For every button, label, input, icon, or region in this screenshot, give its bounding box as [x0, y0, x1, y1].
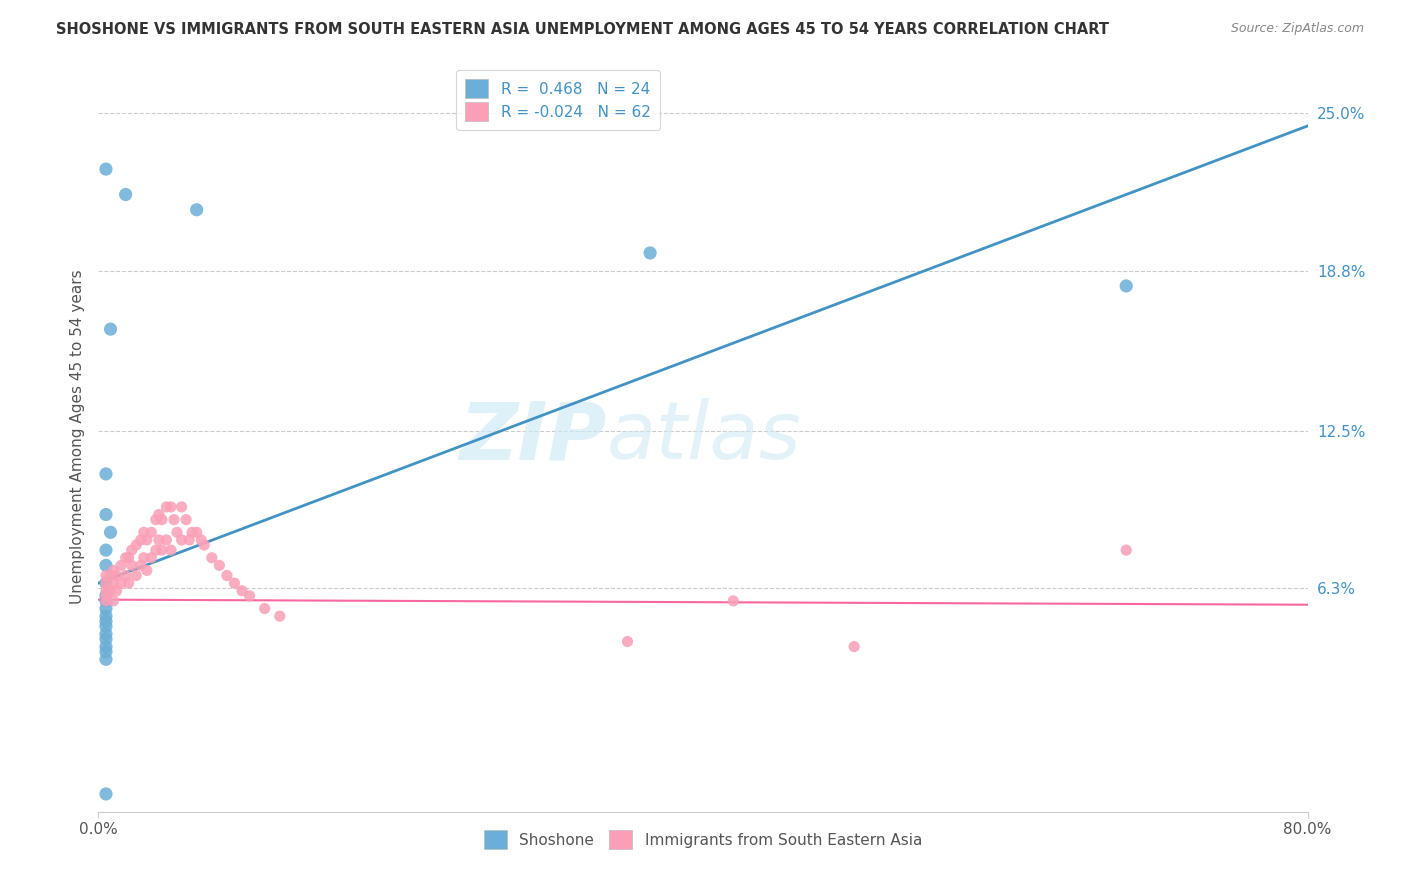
Point — [129, 533, 152, 547]
Point — [193, 538, 215, 552]
Point — [94, 467, 117, 481]
Point — [141, 550, 163, 565]
Point — [94, 601, 117, 615]
Point — [179, 533, 201, 547]
Text: SHOSHONE VS IMMIGRANTS FROM SOUTH EASTERN ASIA UNEMPLOYMENT AMONG AGES 45 TO 54 : SHOSHONE VS IMMIGRANTS FROM SOUTH EASTER… — [56, 22, 1109, 37]
Point — [125, 568, 148, 582]
Point — [148, 533, 170, 547]
Point — [94, 652, 117, 666]
Point — [94, 508, 117, 522]
Point — [94, 619, 117, 633]
Point — [100, 322, 122, 336]
Point — [150, 543, 173, 558]
Point — [100, 568, 122, 582]
Point — [100, 583, 122, 598]
Point — [94, 543, 117, 558]
Point — [174, 513, 197, 527]
Point — [170, 500, 193, 514]
Point — [170, 533, 193, 547]
Point — [94, 568, 117, 582]
Point — [186, 525, 208, 540]
Point — [94, 589, 117, 603]
Point — [160, 543, 183, 558]
Text: ZIP: ZIP — [458, 398, 606, 476]
Point — [155, 500, 177, 514]
Point — [231, 583, 253, 598]
Point — [121, 558, 143, 573]
Point — [145, 543, 167, 558]
Point — [114, 550, 136, 565]
Point — [135, 533, 157, 547]
Point — [145, 513, 167, 527]
Point — [94, 614, 117, 628]
Point — [110, 576, 132, 591]
Point — [125, 538, 148, 552]
Point — [110, 558, 132, 573]
Point — [105, 583, 128, 598]
Point — [94, 787, 117, 801]
Point — [114, 568, 136, 582]
Point — [155, 533, 177, 547]
Point — [616, 634, 638, 648]
Point — [94, 583, 117, 598]
Point — [94, 609, 117, 624]
Point — [94, 576, 117, 591]
Point — [190, 533, 212, 547]
Point — [114, 187, 136, 202]
Point — [141, 525, 163, 540]
Point — [723, 594, 745, 608]
Point — [201, 550, 224, 565]
Point — [132, 525, 155, 540]
Point — [118, 576, 141, 591]
Point — [269, 609, 291, 624]
Point — [160, 500, 183, 514]
Point — [208, 558, 231, 573]
Point — [94, 640, 117, 654]
Point — [181, 525, 204, 540]
Point — [1115, 279, 1137, 293]
Text: Source: ZipAtlas.com: Source: ZipAtlas.com — [1230, 22, 1364, 36]
Point — [215, 568, 238, 582]
Point — [100, 525, 122, 540]
Point — [148, 508, 170, 522]
Point — [1115, 543, 1137, 558]
Point — [121, 543, 143, 558]
Point — [94, 632, 117, 646]
Point — [135, 563, 157, 577]
Point — [103, 576, 125, 591]
Point — [132, 550, 155, 565]
Point — [186, 202, 208, 217]
Point — [94, 576, 117, 591]
Point — [150, 513, 173, 527]
Point — [94, 627, 117, 641]
Point — [105, 568, 128, 582]
Point — [638, 246, 661, 260]
Point — [163, 513, 186, 527]
Point — [253, 601, 276, 615]
Point — [94, 589, 117, 603]
Point — [94, 594, 117, 608]
Point — [224, 576, 246, 591]
Point — [94, 594, 117, 608]
Point — [166, 525, 188, 540]
Point — [94, 645, 117, 659]
Point — [239, 589, 262, 603]
Point — [94, 162, 117, 177]
Text: atlas: atlas — [606, 398, 801, 476]
Legend: Shoshone, Immigrants from South Eastern Asia: Shoshone, Immigrants from South Eastern … — [477, 822, 929, 856]
Point — [103, 594, 125, 608]
Point — [129, 558, 152, 573]
Point — [118, 550, 141, 565]
Point — [844, 640, 866, 654]
Y-axis label: Unemployment Among Ages 45 to 54 years: Unemployment Among Ages 45 to 54 years — [69, 269, 84, 605]
Point — [103, 563, 125, 577]
Point — [94, 558, 117, 573]
